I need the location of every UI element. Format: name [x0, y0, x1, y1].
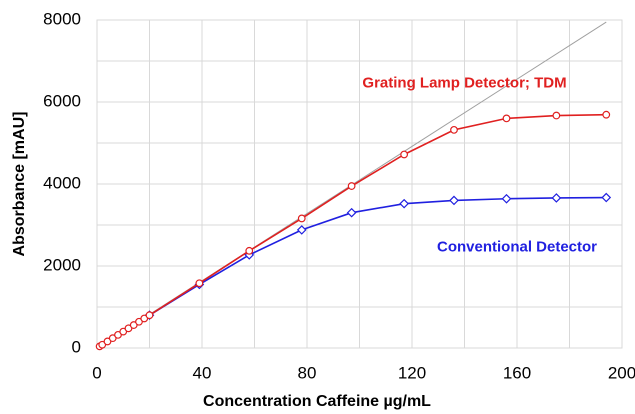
point: [450, 125, 458, 134]
point: [145, 311, 154, 320]
point: [449, 195, 459, 206]
point: [195, 279, 204, 288]
point: [399, 198, 409, 209]
x-tick-label: 160: [503, 363, 531, 382]
point: [347, 182, 356, 190]
point: [297, 214, 306, 223]
y-tick-label: 0: [72, 337, 81, 356]
x-tick-label: 200: [608, 363, 635, 382]
y-tick-label: 4000: [43, 173, 81, 192]
point: [245, 246, 254, 255]
annotation: Conventional Detector: [437, 239, 597, 256]
y-axis-label: Absorbance [mAU]: [11, 112, 28, 257]
point: [346, 207, 357, 218]
point: [551, 193, 562, 203]
point: [400, 150, 409, 159]
x-tick-label: 120: [398, 363, 426, 382]
x-tick-label: 80: [298, 363, 317, 382]
plot-border: [96, 19, 623, 349]
point: [552, 111, 561, 120]
point: [601, 192, 612, 203]
point: [296, 225, 307, 235]
point: [602, 110, 611, 119]
point: [501, 193, 512, 204]
y-tick-label: 6000: [43, 91, 81, 110]
y-tick-label: 2000: [43, 255, 81, 274]
x-tick-label: 0: [92, 363, 101, 382]
annotation: Grating Lamp Detector; TDM: [362, 75, 566, 92]
point: [502, 114, 511, 123]
x-axis-label: Concentration Caffeine µg/mL: [203, 393, 431, 410]
series-line: [99, 113, 607, 348]
series-line: [149, 196, 607, 316]
y-tick-label: 8000: [43, 9, 81, 28]
x-tick-label: 40: [193, 363, 212, 382]
